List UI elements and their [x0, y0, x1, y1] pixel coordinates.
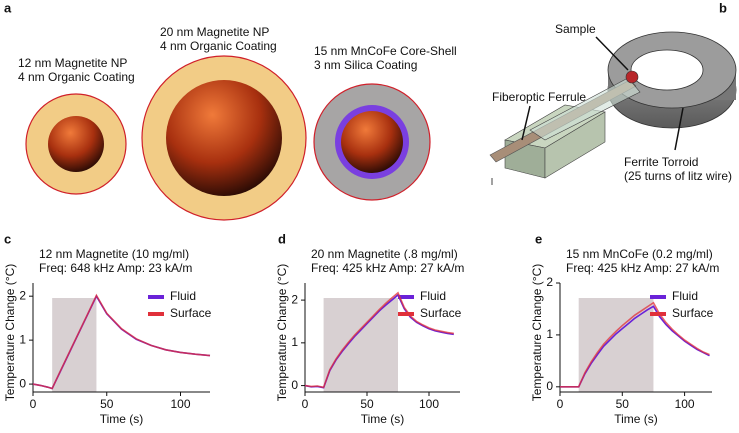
y-tick-label: 0	[291, 378, 298, 392]
stimulus-region	[578, 298, 654, 392]
series-line	[32, 293, 211, 390]
panel-label: e	[535, 231, 542, 246]
panel-label: a	[4, 0, 12, 15]
panel-label: b	[719, 0, 727, 15]
legend-label: Surface	[672, 306, 714, 320]
x-axis-label: Time (s)	[100, 412, 144, 426]
y-tick-label: 1	[19, 332, 26, 346]
callout: Sample	[555, 22, 596, 36]
y-axis-label: Temperature Change (°C)	[275, 264, 289, 402]
y-axis-label: Temperature Change (°C)	[530, 264, 544, 402]
y-tick-label: 1	[291, 335, 298, 349]
panel-label: d	[278, 231, 286, 246]
legend-label: Fluid	[170, 289, 196, 303]
y-tick-label: 2	[291, 292, 298, 306]
stimulus-region	[52, 298, 97, 392]
arrow	[521, 105, 531, 141]
x-tick-label: 100	[675, 397, 695, 411]
particle-label: 4 nm Organic Coating	[160, 39, 277, 53]
panel-label: c	[4, 231, 11, 246]
y-axis-label: Temperature Change (°C)	[3, 264, 17, 402]
chart-subtitle: Freq: 648 kHz Amp: 23 kA/m	[39, 261, 192, 275]
chart-title: 12 nm Magnetite (10 mg/ml)	[39, 247, 189, 261]
x-tick-label: 50	[616, 397, 630, 411]
x-tick-label: 0	[302, 397, 309, 411]
core	[341, 111, 403, 173]
series-line	[560, 301, 710, 388]
particle-label: 15 nm MnCoFe Core-Shell	[314, 44, 457, 58]
stimulus-region	[323, 298, 398, 392]
x-axis-label: Time (s)	[361, 412, 405, 426]
x-tick-label: 50	[360, 397, 374, 411]
legend-label: Fluid	[672, 289, 698, 303]
callout: (25 turns of litz wire)	[624, 169, 732, 183]
x-tick-label: 0	[30, 397, 37, 411]
x-tick-label: 50	[100, 397, 114, 411]
core	[166, 80, 282, 196]
y-tick-label: 1	[546, 327, 553, 341]
y-tick-label: 0	[546, 379, 553, 393]
arrow	[595, 36, 629, 71]
chart-title: 15 nm MnCoFe (0.2 mg/ml)	[566, 247, 713, 261]
y-tick-label: 2	[546, 275, 553, 289]
arrow	[674, 107, 684, 151]
apparatus	[489, 31, 737, 185]
x-tick-label: 100	[170, 397, 190, 411]
series-line	[304, 291, 454, 389]
chart-subtitle: Freq: 425 kHz Amp: 27 kA/m	[566, 261, 719, 275]
x-tick-label: 100	[419, 397, 439, 411]
y-tick-label: 0	[19, 376, 26, 390]
y-tick-label: 2	[19, 288, 26, 302]
legend-label: Surface	[420, 306, 462, 320]
callout: Ferrite Torroid	[624, 155, 698, 169]
core	[48, 116, 104, 172]
particle-label: 20 nm Magnetite NP	[160, 25, 269, 39]
chart-subtitle: Freq: 425 kHz Amp: 27 kA/m	[311, 261, 464, 275]
particle-label: 4 nm Organic Coating	[18, 70, 135, 84]
x-axis-label: Time (s)	[614, 412, 658, 426]
legend-label: Fluid	[420, 289, 446, 303]
x-tick-label: 0	[557, 397, 564, 411]
particle-label: 12 nm Magnetite NP	[18, 56, 127, 70]
legend-label: Surface	[170, 306, 212, 320]
callout: Fiberoptic Ferrule	[492, 90, 586, 104]
particle-label: 3 nm Silica Coating	[314, 58, 417, 72]
chart-title: 20 nm Magnetite (.8 mg/ml)	[311, 247, 458, 261]
